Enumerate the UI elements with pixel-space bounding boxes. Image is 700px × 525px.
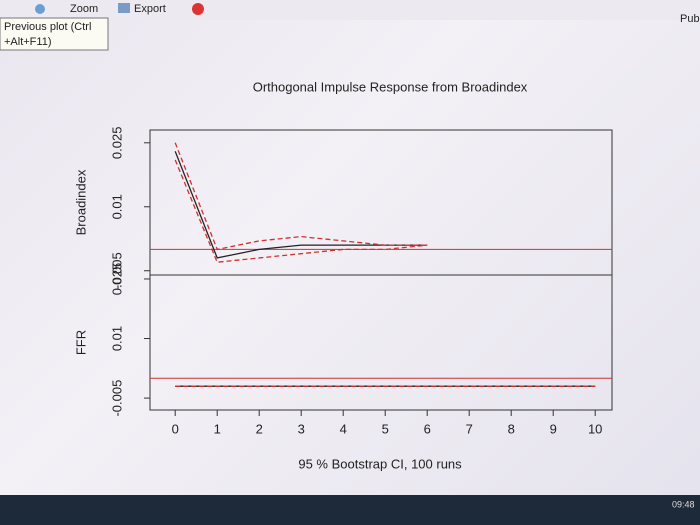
y-axis-label: FFR bbox=[73, 330, 88, 355]
irf-line bbox=[174, 159, 428, 263]
y-tick-label: 0.01 bbox=[109, 194, 124, 219]
zoom-button[interactable]: Zoom bbox=[70, 3, 98, 15]
publish-button[interactable]: Publi bbox=[680, 13, 700, 25]
irf-line bbox=[174, 142, 428, 251]
x-tick-label: 3 bbox=[298, 421, 305, 436]
y-axis-label: Broadindex bbox=[73, 169, 88, 235]
y-tick-label: -0.005 bbox=[109, 380, 124, 417]
x-tick-label: 7 bbox=[466, 421, 473, 436]
clear-button[interactable] bbox=[192, 3, 204, 15]
taskbar: 09:48 bbox=[0, 495, 700, 525]
y-tick-label: 0.01 bbox=[109, 326, 124, 351]
chart-title: Orthogonal Impulse Response from Broadin… bbox=[253, 79, 528, 94]
x-tick-label: 4 bbox=[340, 421, 347, 436]
x-tick-label: 10 bbox=[588, 421, 602, 436]
x-tick-label: 8 bbox=[508, 421, 515, 436]
irf-line bbox=[174, 151, 428, 259]
toolbar: Zoom Export Previous plot (Ctrl +Alt+F11… bbox=[0, 0, 700, 51]
toolbar-bg bbox=[0, 0, 700, 20]
tooltip-line: Previous plot (Ctrl bbox=[4, 21, 91, 33]
x-tick-label: 9 bbox=[550, 421, 557, 436]
x-tick-label: 0 bbox=[172, 421, 179, 436]
tooltip bbox=[0, 17, 109, 51]
x-tick-label: 2 bbox=[256, 421, 263, 436]
zoom-icon bbox=[35, 4, 45, 14]
y-tick-label: 0.025 bbox=[109, 127, 124, 160]
taskbar-bg bbox=[0, 495, 700, 525]
export-icon bbox=[118, 3, 130, 13]
x-tick-label: 6 bbox=[424, 421, 431, 436]
x-tick-label: 5 bbox=[382, 421, 389, 436]
x-tick-label: 1 bbox=[214, 421, 221, 436]
export-button[interactable]: Export bbox=[134, 3, 166, 15]
x-axis-label: 95 % Bootstrap CI, 100 runs bbox=[298, 456, 462, 471]
y-tick-label: -0.005 bbox=[109, 252, 124, 289]
tooltip-line: +Alt+F11) bbox=[4, 36, 52, 48]
plot-frame bbox=[149, 129, 613, 411]
y-tick-label: 0.025 bbox=[109, 263, 124, 296]
clock: 09:48 bbox=[672, 499, 695, 509]
